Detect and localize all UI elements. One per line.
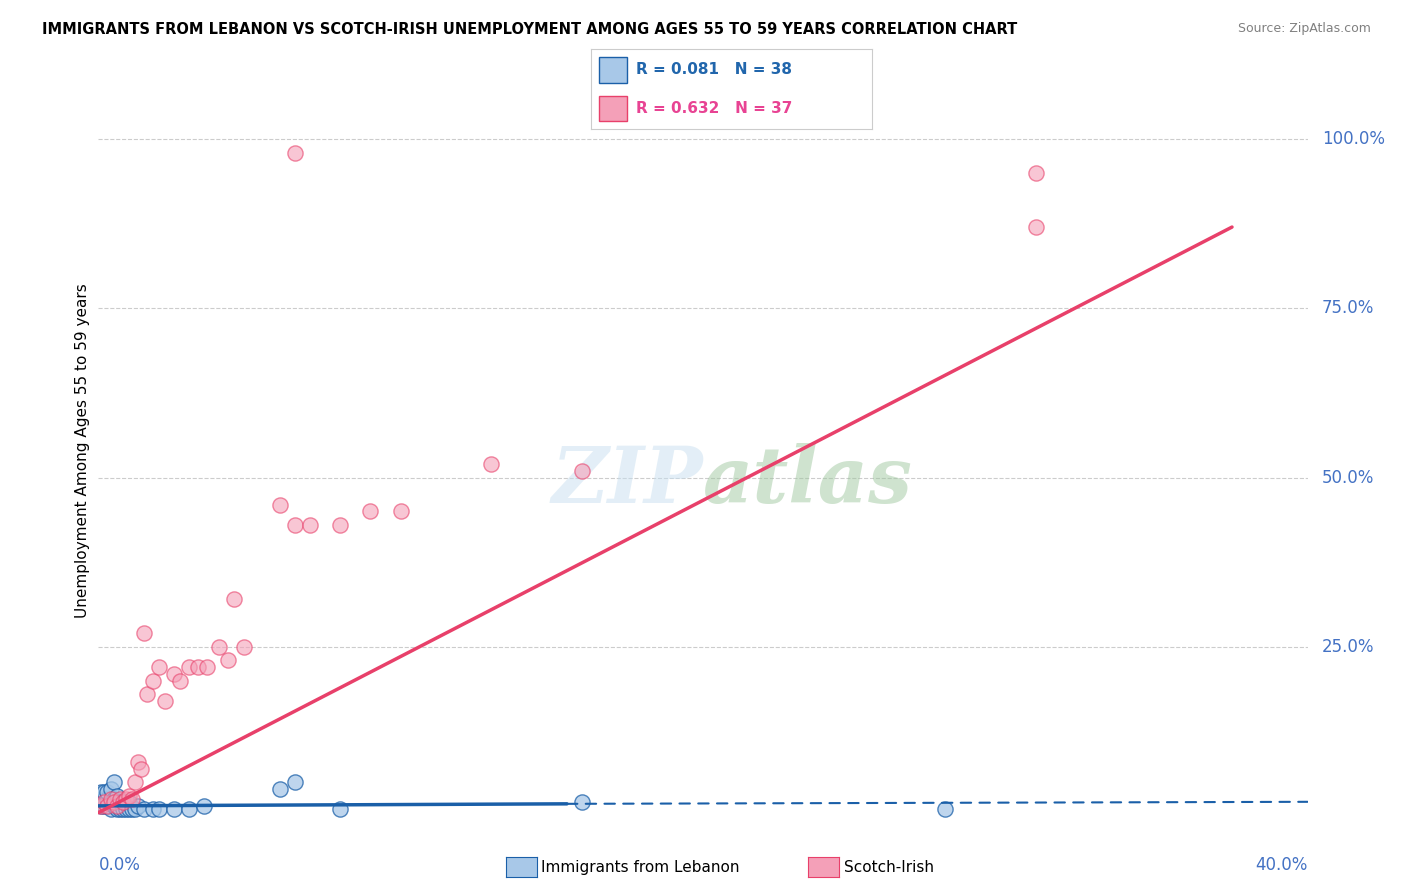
Point (111, 802, 134, 816)
Point (96, 798, 118, 813)
Point (105, 789, 128, 803)
Point (100, 781, 122, 796)
Point (571, 464, 593, 478)
Point (132, 626, 155, 640)
Point (142, 673, 165, 688)
Point (389, 504, 412, 518)
Point (299, 517, 322, 532)
Text: Source: ZipAtlas.com: Source: ZipAtlas.com (1237, 22, 1371, 36)
Bar (599, 57, 627, 83)
Point (208, 640, 231, 654)
Point (1024, 166, 1046, 180)
Text: Scotch-Irish: Scotch-Irish (844, 860, 934, 874)
Point (93, 796, 115, 810)
Text: 40.0%: 40.0% (1256, 856, 1308, 874)
Text: atlas: atlas (703, 442, 912, 519)
Point (571, 796, 593, 810)
Point (108, 802, 131, 816)
Text: IMMIGRANTS FROM LEBANON VS SCOTCH-IRISH UNEMPLOYMENT AMONG AGES 55 TO 59 YEARS C: IMMIGRANTS FROM LEBANON VS SCOTCH-IRISH … (42, 22, 1018, 37)
Bar (599, 95, 627, 121)
Point (193, 798, 215, 813)
Text: 25.0%: 25.0% (1322, 638, 1375, 656)
Point (100, 796, 122, 810)
Point (148, 802, 170, 816)
Point (284, 517, 307, 532)
Point (103, 792, 125, 806)
Point (105, 798, 128, 813)
Point (124, 802, 146, 816)
Point (284, 775, 307, 789)
Point (232, 640, 254, 654)
Point (114, 802, 136, 816)
Point (179, 802, 201, 816)
Point (148, 660, 170, 674)
Point (111, 796, 134, 810)
Point (96, 792, 118, 806)
Point (195, 660, 218, 674)
Text: Immigrants from Lebanon: Immigrants from Lebanon (541, 860, 740, 874)
Text: R = 0.081   N = 38: R = 0.081 N = 38 (636, 62, 792, 78)
Text: 0.0%: 0.0% (98, 856, 141, 874)
Point (93, 785, 115, 799)
Point (118, 802, 141, 816)
Point (103, 796, 125, 810)
Text: R = 0.632   N = 37: R = 0.632 N = 37 (636, 101, 792, 116)
Point (163, 666, 186, 681)
Text: 100.0%: 100.0% (1322, 130, 1385, 148)
Point (329, 517, 352, 532)
Text: ZIP: ZIP (551, 442, 703, 519)
Point (103, 798, 125, 813)
Point (96, 785, 118, 799)
Point (96, 798, 118, 813)
Point (284, 145, 307, 160)
Point (187, 660, 209, 674)
Text: 50.0%: 50.0% (1322, 468, 1375, 486)
Point (90, 792, 112, 806)
Point (163, 802, 186, 816)
Point (142, 802, 165, 816)
Y-axis label: Unemployment Among Ages 55 to 59 years: Unemployment Among Ages 55 to 59 years (75, 283, 90, 618)
Point (100, 792, 122, 806)
Point (90, 785, 112, 799)
Point (153, 694, 176, 708)
Point (93, 792, 115, 806)
Point (329, 802, 352, 816)
Point (481, 457, 503, 471)
Point (132, 802, 155, 816)
Point (127, 755, 149, 769)
Point (90, 798, 112, 813)
Point (121, 802, 143, 816)
Point (129, 762, 152, 776)
Point (108, 796, 131, 810)
Point (114, 792, 136, 806)
Point (118, 789, 141, 803)
Point (118, 796, 141, 810)
Point (169, 673, 191, 688)
Point (103, 775, 125, 789)
Text: 75.0%: 75.0% (1322, 300, 1375, 318)
Point (1024, 220, 1046, 235)
Point (108, 792, 131, 806)
Point (360, 504, 382, 518)
Point (135, 687, 157, 701)
Point (269, 498, 291, 512)
Point (217, 653, 239, 667)
Point (100, 802, 122, 816)
Point (179, 660, 201, 674)
Point (93, 798, 115, 813)
Point (269, 781, 291, 796)
Point (224, 592, 246, 607)
Point (121, 792, 143, 806)
Point (124, 775, 146, 789)
Point (90, 798, 112, 813)
Point (111, 796, 134, 810)
Point (127, 798, 149, 813)
Point (934, 802, 956, 816)
Point (105, 802, 128, 816)
